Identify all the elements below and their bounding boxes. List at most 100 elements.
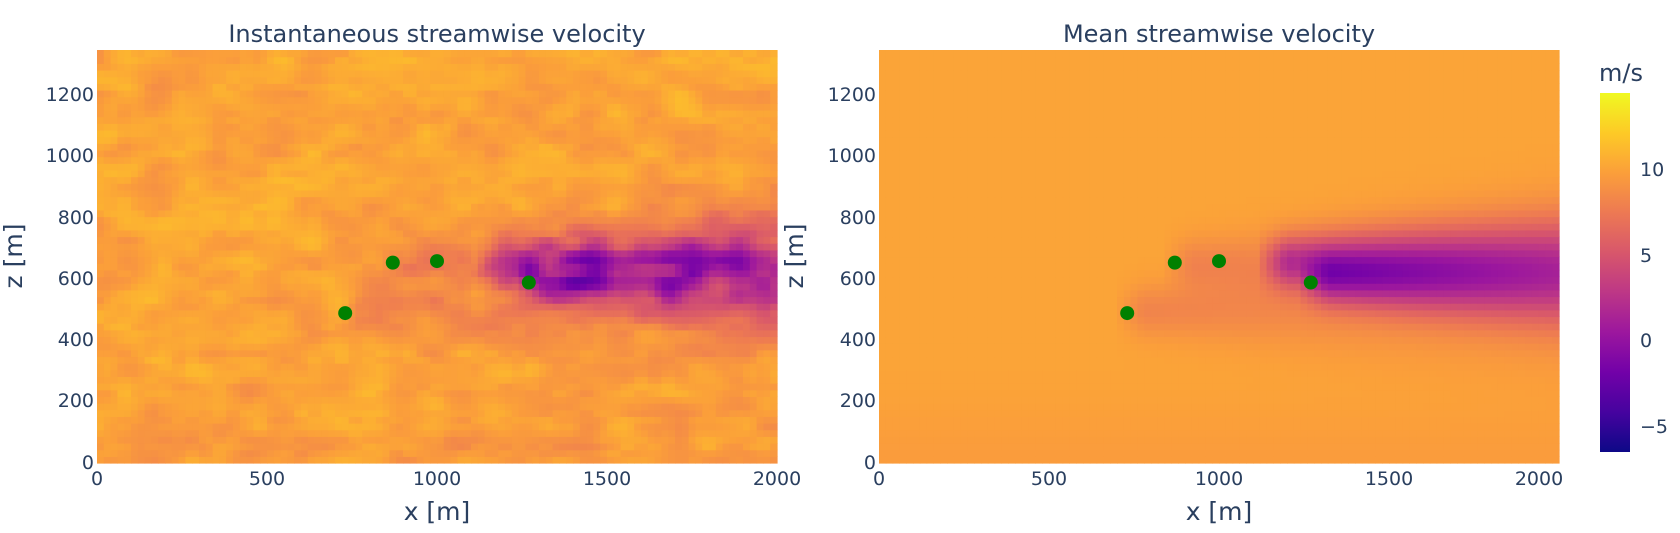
heatmap-cell <box>171 189 180 198</box>
heatmap-cell <box>137 143 146 151</box>
heatmap-cell <box>770 143 778 151</box>
heatmap-cell <box>695 336 703 344</box>
heatmap-cell <box>532 316 540 324</box>
heatmap-cell <box>403 236 411 244</box>
heatmap-cell <box>641 149 649 158</box>
heatmap-cell <box>756 149 764 158</box>
heatmap-cell <box>369 269 377 278</box>
heatmap-cell <box>688 383 696 391</box>
heatmap-cell <box>409 436 418 444</box>
heatmap-cell <box>260 243 268 251</box>
heatmap-cell <box>280 129 288 138</box>
heatmap-cell <box>328 436 336 444</box>
heatmap-cell <box>505 329 513 338</box>
heatmap-cell <box>416 356 424 364</box>
heatmap-instantaneous[interactable] <box>97 50 778 464</box>
heatmap-cell <box>389 243 397 251</box>
heatmap-cell <box>437 163 445 171</box>
heatmap-cell <box>165 163 173 171</box>
heatmap-cell <box>171 216 180 224</box>
heatmap-cell <box>505 429 513 437</box>
heatmap-cell <box>335 369 343 377</box>
heatmap-cell <box>362 363 370 371</box>
heatmap-cell <box>702 356 710 364</box>
heatmap-cell <box>505 183 513 191</box>
heatmap-cell <box>505 349 513 358</box>
heatmap-cell <box>287 296 295 304</box>
heatmap-cell <box>681 296 690 304</box>
heatmap-cell <box>668 236 676 244</box>
heatmap-cell <box>382 176 390 184</box>
heatmap-cell <box>273 443 282 451</box>
heatmap-cell <box>593 316 601 324</box>
heatmap-cell <box>110 189 118 198</box>
heatmap-cell <box>403 176 411 184</box>
heatmap-cell <box>253 209 261 218</box>
heatmap-cell <box>491 429 499 437</box>
heatmap-cell <box>171 183 180 191</box>
heatmap-cell <box>600 149 608 158</box>
heatmap-cell <box>722 223 730 231</box>
heatmap-cell <box>729 443 737 451</box>
heatmap-cell <box>273 203 282 211</box>
heatmap-cell <box>233 456 241 464</box>
heatmap-cell <box>749 256 758 264</box>
heatmap-cell <box>341 243 350 251</box>
heatmap-cell <box>613 309 622 318</box>
heatmap-cell <box>471 129 479 138</box>
heatmap-cell <box>722 383 730 391</box>
heatmap-cell <box>287 429 295 437</box>
heatmap-cell <box>464 136 472 144</box>
heatmap-cell <box>165 216 173 224</box>
heatmap-cell <box>709 263 717 271</box>
heatmap-cell <box>110 169 118 178</box>
heatmap-cell <box>654 389 662 397</box>
heatmap-cell <box>144 223 152 231</box>
heatmap-cell <box>294 243 302 251</box>
heatmap-cell <box>355 303 363 311</box>
heatmap-cell <box>600 369 608 377</box>
heatmap-cell <box>532 196 540 204</box>
heatmap-cell <box>443 129 452 138</box>
heatmap-cell <box>137 149 146 158</box>
heatmap-cell <box>430 283 438 291</box>
heatmap-cell <box>715 216 724 224</box>
heatmap-cell <box>158 436 166 444</box>
heatmap-cell <box>607 276 615 284</box>
heatmap-cell <box>341 389 350 397</box>
heatmap-cell <box>600 263 608 271</box>
heatmap-cell <box>267 403 275 411</box>
heatmap-cell <box>668 316 676 324</box>
heatmap-cell <box>97 136 105 144</box>
heatmap-cell <box>348 216 356 224</box>
heatmap-cell <box>729 396 737 404</box>
heatmap-cell <box>539 429 547 437</box>
heatmap-cell <box>443 223 452 231</box>
heatmap-cell <box>124 263 132 271</box>
heatmap-cell <box>661 189 669 198</box>
heatmap-cell <box>260 409 268 417</box>
heatmap-cell <box>661 449 669 457</box>
heatmap-cell <box>239 396 248 404</box>
heatmap-cell <box>457 369 465 377</box>
heatmap-cell <box>192 329 200 338</box>
heatmap-cell <box>661 149 669 158</box>
heatmap-cell <box>511 323 520 331</box>
heatmap-cell <box>192 416 200 424</box>
heatmap-cell <box>314 356 322 364</box>
heatmap-cell <box>219 223 227 231</box>
heatmap-cell <box>641 429 649 437</box>
heatmap-cell <box>192 149 200 158</box>
heatmap-cell <box>185 216 193 224</box>
heatmap-cell <box>743 203 751 211</box>
heatmap-cell <box>314 209 322 218</box>
heatmap-cell <box>552 356 560 364</box>
heatmap-cell <box>348 456 356 464</box>
heatmap-cell <box>437 323 445 331</box>
heatmap-cell <box>654 149 662 158</box>
heatmap-cell <box>573 423 581 431</box>
heatmap-cell <box>165 449 173 457</box>
heatmap-cell <box>695 163 703 171</box>
heatmap-cell <box>518 236 526 244</box>
heatmap-cell <box>457 203 465 211</box>
